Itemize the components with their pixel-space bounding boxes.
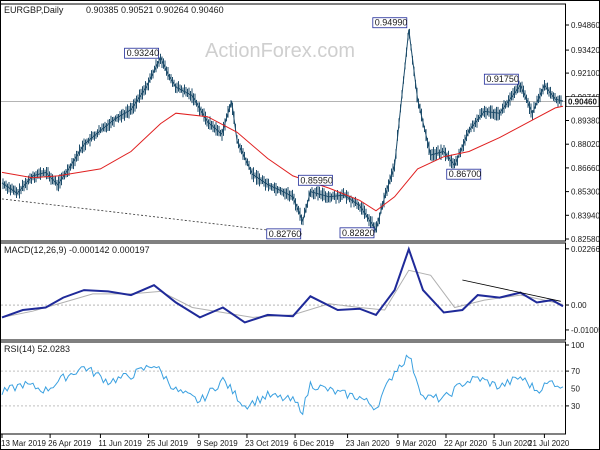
price-y-tick-label: 0.93420: [571, 46, 600, 55]
price-annotation-box: [446, 168, 482, 180]
price-annotation-label: 0.93240: [127, 48, 160, 58]
price-y-tick-label: 0.83940: [571, 211, 600, 220]
axis-labels: 0.948600.934200.921000.907400.893800.880…: [1, 21, 600, 448]
macd-y-tick-label: 0.00: [571, 301, 587, 310]
macd-panel: [1, 246, 565, 324]
rsi-panel: [1, 354, 565, 416]
price-y-tick-label: 0.94860: [571, 21, 600, 30]
price-annotation-label: 0.85950: [300, 175, 333, 185]
x-tick-label: 25 Jul 2019: [147, 439, 189, 448]
price-annotation-box: [483, 73, 519, 85]
macd-trendline: [462, 279, 561, 302]
price-annotation-box: [372, 17, 408, 29]
rsi-y-tick-label: 70: [571, 367, 580, 376]
price-y-tick-label: 0.92100: [571, 69, 600, 78]
macd-signal-line: [1, 269, 564, 318]
price-y-tick-label: 0.86660: [571, 164, 600, 173]
price-panel-frame: [0, 3, 566, 242]
ohlc-label: 0.90385 0.90521 0.90264 0.90460: [86, 5, 224, 15]
symbol-label: EURGBP,Daily: [4, 5, 64, 15]
macd-label: MACD(12,26,9) -0.000142 0.000197: [4, 245, 150, 255]
price-y-tick-label: 0.82580: [571, 235, 600, 244]
x-tick-label: 9 Mar 2020: [396, 439, 437, 448]
price-annotation-label: 0.94990: [375, 18, 408, 28]
x-tick-label: 23 Oct 2019: [245, 439, 289, 448]
x-tick-label: 6 Dec 2019: [293, 439, 334, 448]
price-panel: 0.93240 0.85950 0.82760 0.82820 0.94990 0.867…: [1, 17, 565, 240]
price-line: [1, 29, 564, 232]
macd-y-tick-label: 0.022662: [571, 245, 600, 254]
rsi-label: RSI(14) 52.0283: [4, 344, 70, 354]
rsi-y-tick-label: 30: [571, 402, 580, 411]
x-tick-label: 21 Jul 2020: [528, 439, 570, 448]
price-y-tick-label: 0.85300: [571, 188, 600, 197]
price-y-tick-label: 0.88020: [571, 140, 600, 149]
macd-main-line: [1, 246, 564, 324]
support-trendline: [1, 198, 303, 235]
watermark: ActionForex.com: [205, 40, 355, 62]
price-annotation-box: [297, 174, 333, 186]
price-annotation-box: [124, 47, 159, 59]
x-tick-label: 22 Apr 2020: [444, 439, 488, 448]
x-tick-label: 26 Apr 2019: [48, 439, 92, 448]
rsi-line: [1, 354, 564, 416]
x-tick-label: 23 Jan 2020: [346, 439, 391, 448]
price-annotation-label: 0.82820: [342, 228, 375, 238]
price-y-tick-label: 0.89380: [571, 116, 600, 125]
price-annotation-box: [266, 228, 302, 240]
price-annotation-label: 0.82760: [269, 229, 302, 239]
rsi-current-label: 50: [571, 385, 580, 394]
rsi-panel-frame: [0, 341, 566, 435]
x-tick-label: 11 Jun 2019: [98, 439, 142, 448]
macd-y-tick-label: -0.010052: [571, 326, 600, 335]
current-price-tag: [565, 96, 600, 107]
current-price-label: 0.90460: [568, 98, 597, 107]
x-tick-label: 5 Jun 2020: [492, 439, 532, 448]
rsi-y-tick-label: 100: [571, 341, 585, 350]
macd-panel-frame: [0, 242, 566, 341]
price-annotation-box: [339, 227, 375, 239]
x-tick-label: 13 Mar 2019: [1, 439, 46, 448]
price-annotation-label: 0.86700: [449, 169, 482, 179]
x-tick-label: 9 Sep 2019: [197, 439, 238, 448]
price-annotation-label: 0.91750: [486, 74, 519, 84]
